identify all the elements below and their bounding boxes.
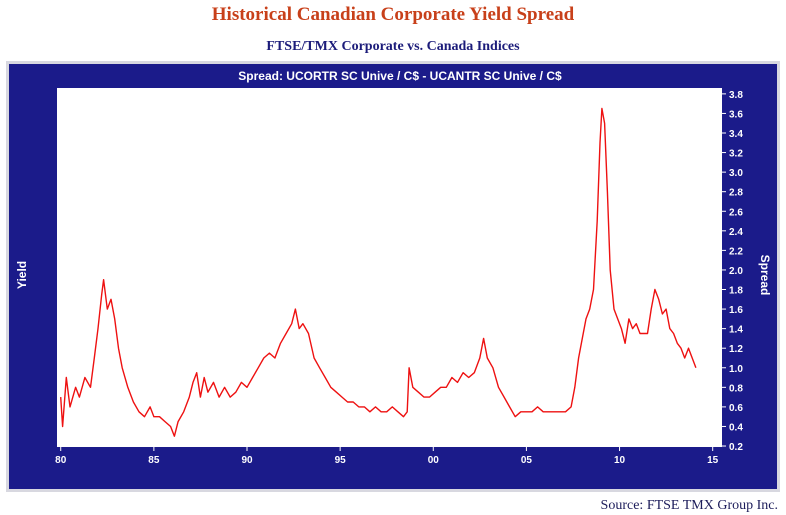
- y-tick-label: 1.6: [729, 305, 743, 316]
- x-tick-label: 15: [707, 455, 719, 466]
- plot-title: Spread: UCORTR SC Unive / C$ - UCANTR SC…: [238, 69, 562, 83]
- spread-line: [60, 107, 697, 437]
- x-tick-label: 85: [148, 455, 160, 466]
- y-tick-label: 2.4: [729, 227, 743, 238]
- y-tick-label: 3.4: [729, 129, 743, 140]
- page-title: Historical Canadian Corporate Yield Spre…: [212, 4, 575, 25]
- y2-axis-label: Spread: [758, 255, 772, 296]
- y-tick-label: 0.4: [729, 422, 743, 433]
- y-tick-label: 1.0: [729, 364, 743, 375]
- y-tick-label: 1.4: [729, 325, 743, 336]
- y-tick-label: 2.0: [729, 266, 743, 277]
- x-tick-label: 80: [55, 455, 67, 466]
- y-tick-label: 2.6: [729, 207, 743, 218]
- x-tick-label: 05: [521, 455, 533, 466]
- x-tick-label: 90: [241, 455, 253, 466]
- source-note: Source: FTSE TMX Group Inc.: [601, 498, 778, 513]
- plot-area: [57, 88, 722, 447]
- y-tick-label: 1.2: [729, 344, 743, 355]
- y-tick-label: 1.8: [729, 286, 743, 297]
- y-tick-label: 3.8: [729, 90, 743, 101]
- y-tick-label: 2.8: [729, 188, 743, 199]
- y-tick-label: 3.0: [729, 168, 743, 179]
- y-tick-label: 3.6: [729, 109, 743, 120]
- x-tick-label: 00: [428, 455, 440, 466]
- page-subtitle: FTSE/TMX Corporate vs. Canada Indices: [266, 39, 520, 54]
- y-tick-label: 2.2: [729, 246, 743, 257]
- x-tick-label: 95: [335, 455, 347, 466]
- y-axis-label: Yield: [15, 261, 29, 289]
- y-tick-label: 0.8: [729, 383, 743, 394]
- y-tick-label: 0.2: [729, 442, 743, 453]
- y-tick-label: 0.6: [729, 403, 743, 414]
- y-tick-label: 3.2: [729, 149, 743, 160]
- x-tick-label: 10: [614, 455, 626, 466]
